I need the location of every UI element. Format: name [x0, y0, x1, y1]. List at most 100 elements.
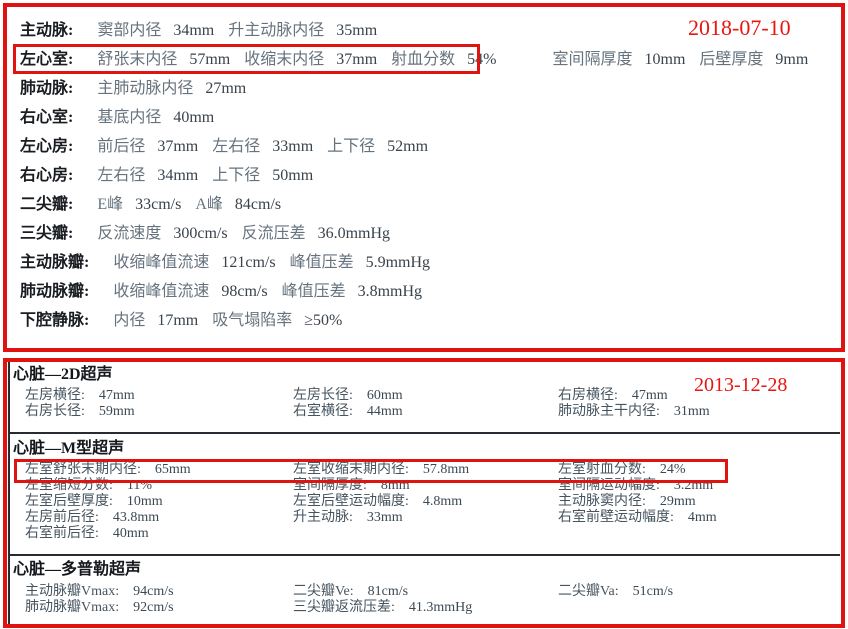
table-row: 右房长径: 59mm 右室横径: 44mm 肺动脉主干内径: 31mm	[7, 404, 841, 420]
field-value: 37mm	[157, 138, 199, 155]
measurement-pair: 内径 17mm	[113, 312, 198, 329]
row-label: 左心房:	[20, 138, 74, 155]
table-cell: 右房长径: 59mm	[25, 404, 293, 420]
table-cell: 主动脉瓣Vmax: 94cm/s	[25, 584, 293, 600]
field-label: 右房横径:	[558, 388, 618, 403]
field-label: 右室前壁运动幅度:	[558, 510, 674, 525]
field-name: 升主动脉内径	[228, 22, 325, 39]
field-value: 4.8mm	[422, 494, 463, 509]
field-label: 左室后壁厚度:	[25, 494, 113, 509]
table-cell: 右房横径: 47mm	[558, 388, 841, 404]
measurement-pair: 反流压差 36.0mmHg	[242, 225, 390, 242]
field-label: 室间隔厚度:	[293, 478, 367, 493]
section-title: 心脏—2D超声	[13, 366, 113, 383]
row-label: 左心室:	[20, 51, 74, 68]
section-divider	[10, 432, 840, 434]
table-row: 右室前后径: 40mm	[7, 526, 841, 542]
table-cell: 右室横径: 44mm	[293, 404, 558, 420]
table-cell: 三尖瓣返流压差: 41.3mmHg	[293, 600, 558, 616]
table-cell: 左室缩短分数: 11%	[25, 478, 293, 494]
field-value: 17mm	[157, 312, 199, 329]
field-name: 主肺动脉内径	[97, 80, 194, 97]
measurement-row: 肺动脉瓣: 收缩峰值流速 98cm/s 峰值压差 3.8mmHg	[20, 277, 840, 306]
row-label: 右心房:	[20, 167, 74, 184]
row-label: 肺动脉:	[20, 80, 74, 97]
row-label: 三尖瓣:	[20, 225, 74, 242]
field-label: 左房前后径:	[25, 510, 99, 525]
field-value: 52mm	[387, 138, 429, 155]
field-value: 40mm	[112, 526, 149, 541]
table-cell: 肺动脉瓣Vmax: 92cm/s	[25, 600, 293, 616]
table-left-border	[8, 362, 10, 624]
field-value: 9mm	[775, 51, 809, 68]
section-title: 心脏—M型超声	[13, 440, 125, 457]
field-name: 基底内径	[97, 109, 162, 126]
table-row: 肺动脉瓣Vmax: 92cm/s 三尖瓣返流压差: 41.3mmHg	[7, 600, 841, 616]
field-label: 右室横径:	[293, 404, 353, 419]
field-value: 36.0mmHg	[317, 225, 391, 242]
field-value: 3.8mmHg	[357, 283, 423, 300]
measurement-pair: 反流速度 300cm/s	[97, 225, 227, 242]
report-2018-rows: 主动脉: 窦部内径 34mm 升主动脉内径 35mm 左心室: 舒张末内径 57mm 收缩末内径…	[20, 16, 840, 335]
section-rows: 左房横径: 47mm 左房长径: 60mm 右房横径: 47mm 右房长径: 59mm 右室横径…	[7, 388, 841, 420]
field-value: 98cm/s	[221, 283, 268, 300]
field-name: 反流速度	[97, 225, 162, 242]
measurement-row: 肺动脉: 主肺动脉内径 27mm	[20, 74, 840, 103]
field-value: 40mm	[173, 109, 215, 126]
table-cell: 肺动脉主干内径: 31mm	[558, 404, 841, 420]
field-value: ≥50%	[304, 312, 343, 329]
field-value: 41.3mmHg	[408, 600, 473, 615]
measurement-pair: 收缩峰值流速 121cm/s	[113, 254, 275, 271]
field-label: 左室缩短分数:	[25, 478, 113, 493]
field-value: 34mm	[173, 22, 215, 39]
field-value: 43.8mm	[112, 510, 160, 525]
table-cell: 右室前后径: 40mm	[25, 526, 293, 542]
measurement-pair: 射血分数 54%	[391, 51, 496, 68]
measurement-row: 三尖瓣: 反流速度 300cm/s 反流压差 36.0mmHg	[20, 219, 840, 248]
field-value: 37mm	[336, 51, 378, 68]
section-rows: 主动脉瓣Vmax: 94cm/s 二尖瓣Ve: 81cm/s 二尖瓣Va: 51cm/s 肺…	[7, 584, 841, 616]
field-value: 10mm	[126, 494, 163, 509]
field-name: 收缩峰值流速	[113, 283, 210, 300]
table-cell: 左房长径: 60mm	[293, 388, 558, 404]
field-name: 峰值压差	[281, 283, 346, 300]
field-name: 左右径	[212, 138, 261, 155]
field-value: 57mm	[189, 51, 231, 68]
table-cell: 左房横径: 47mm	[25, 388, 293, 404]
table-cell: 升主动脉: 33mm	[293, 510, 558, 526]
field-value: 31mm	[673, 404, 710, 419]
field-name: 内径	[113, 312, 146, 329]
field-label: 左房长径:	[293, 388, 353, 403]
table-cell: 二尖瓣Va: 51cm/s	[558, 584, 841, 600]
field-value: 47mm	[98, 388, 135, 403]
field-label: 升主动脉:	[293, 510, 353, 525]
field-name: 前后径	[97, 138, 146, 155]
field-label: 二尖瓣Va:	[558, 584, 619, 599]
measurement-pair: 上下径 52mm	[327, 138, 428, 155]
field-name: 峰值压差	[289, 254, 354, 271]
field-value: 81cm/s	[367, 584, 409, 599]
table-row: 左房横径: 47mm 左房长径: 60mm 右房横径: 47mm	[7, 388, 841, 404]
field-name: 窦部内径	[97, 22, 162, 39]
field-label: 左室收缩末期内径:	[293, 462, 409, 477]
field-value: 300cm/s	[173, 225, 228, 242]
field-value: 8mm	[380, 478, 410, 493]
measurement-row: 主动脉瓣: 收缩峰值流速 121cm/s 峰值压差 5.9mmHg	[20, 248, 840, 277]
field-value: 24%	[659, 462, 686, 477]
field-name: 上下径	[212, 167, 261, 184]
field-name: 舒张末内径	[97, 51, 178, 68]
field-label: 左室射血分数:	[558, 462, 646, 477]
field-label: 主动脉窦内径:	[558, 494, 646, 509]
field-label: 右房长径:	[25, 404, 85, 419]
report-2013-panel: 2013-12-28 心脏—2D超声 左房横径: 47mm 左房长径: 60mm 右房横径…	[3, 358, 845, 628]
field-value: 27mm	[205, 80, 247, 97]
measurement-row: 下腔静脉: 内径 17mm 吸气塌陷率 ≥50%	[20, 306, 840, 335]
measurement-row: 左心房: 前后径 37mm 左右径 33mm 上下径 52mm	[20, 132, 840, 161]
table-cell: 二尖瓣Ve: 81cm/s	[293, 584, 558, 600]
table-cell: 左室射血分数: 24%	[558, 462, 841, 478]
field-value: 47mm	[631, 388, 668, 403]
measurement-pair: 窦部内径 34mm	[97, 22, 214, 39]
table-row: 左室后壁厚度: 10mm 左室后壁运动幅度: 4.8mm 主动脉窦内径: 29mm	[7, 494, 841, 510]
measurement-pair: 主肺动脉内径 27mm	[97, 80, 246, 97]
row-label: 下腔静脉:	[20, 312, 90, 329]
